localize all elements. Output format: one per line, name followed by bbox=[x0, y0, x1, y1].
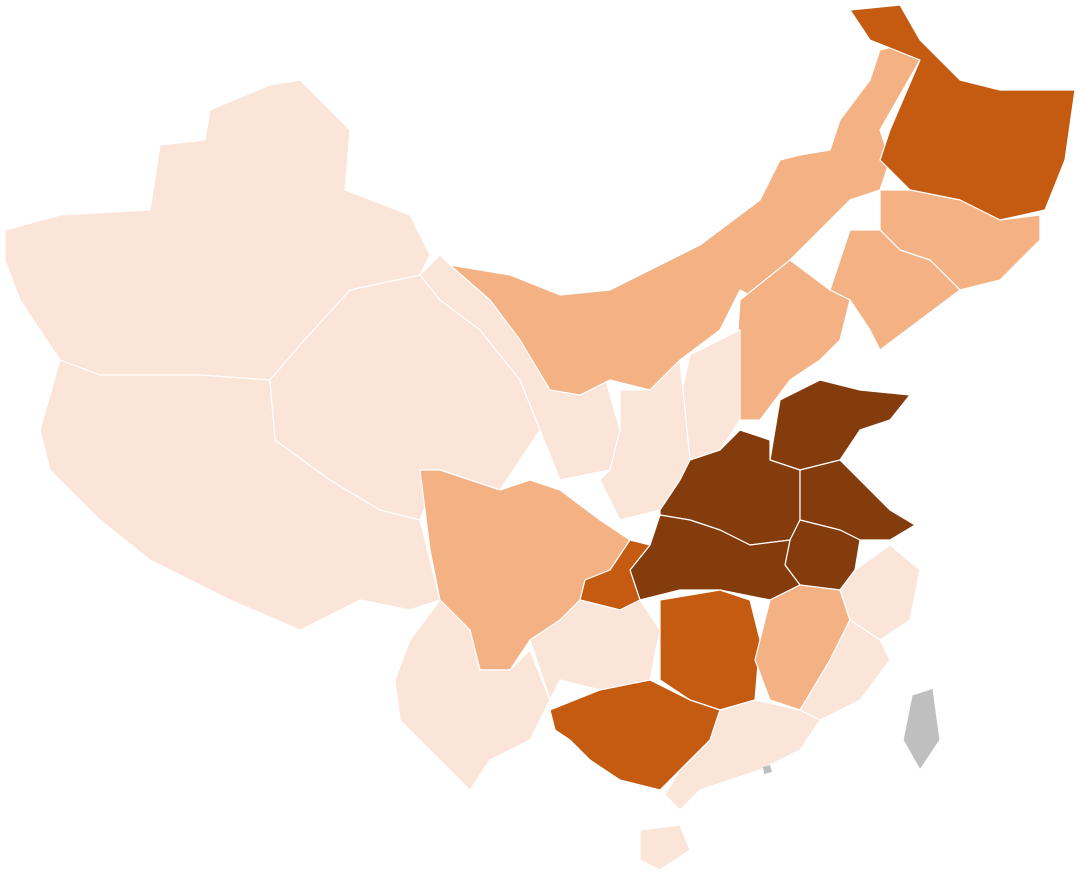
region-guangdong[interactable] bbox=[664, 699, 821, 811]
region-tibet[interactable] bbox=[39, 359, 441, 631]
region-shandong[interactable] bbox=[769, 379, 911, 471]
region-zhejiang[interactable] bbox=[839, 544, 921, 641]
region-heilongjiang[interactable] bbox=[849, 4, 1076, 221]
region-hainan[interactable] bbox=[639, 824, 691, 871]
region-fujian[interactable] bbox=[799, 619, 891, 721]
region-hong-kong[interactable] bbox=[763, 765, 772, 774]
region-taiwan[interactable] bbox=[902, 687, 941, 771]
region-yunnan[interactable] bbox=[394, 599, 551, 791]
